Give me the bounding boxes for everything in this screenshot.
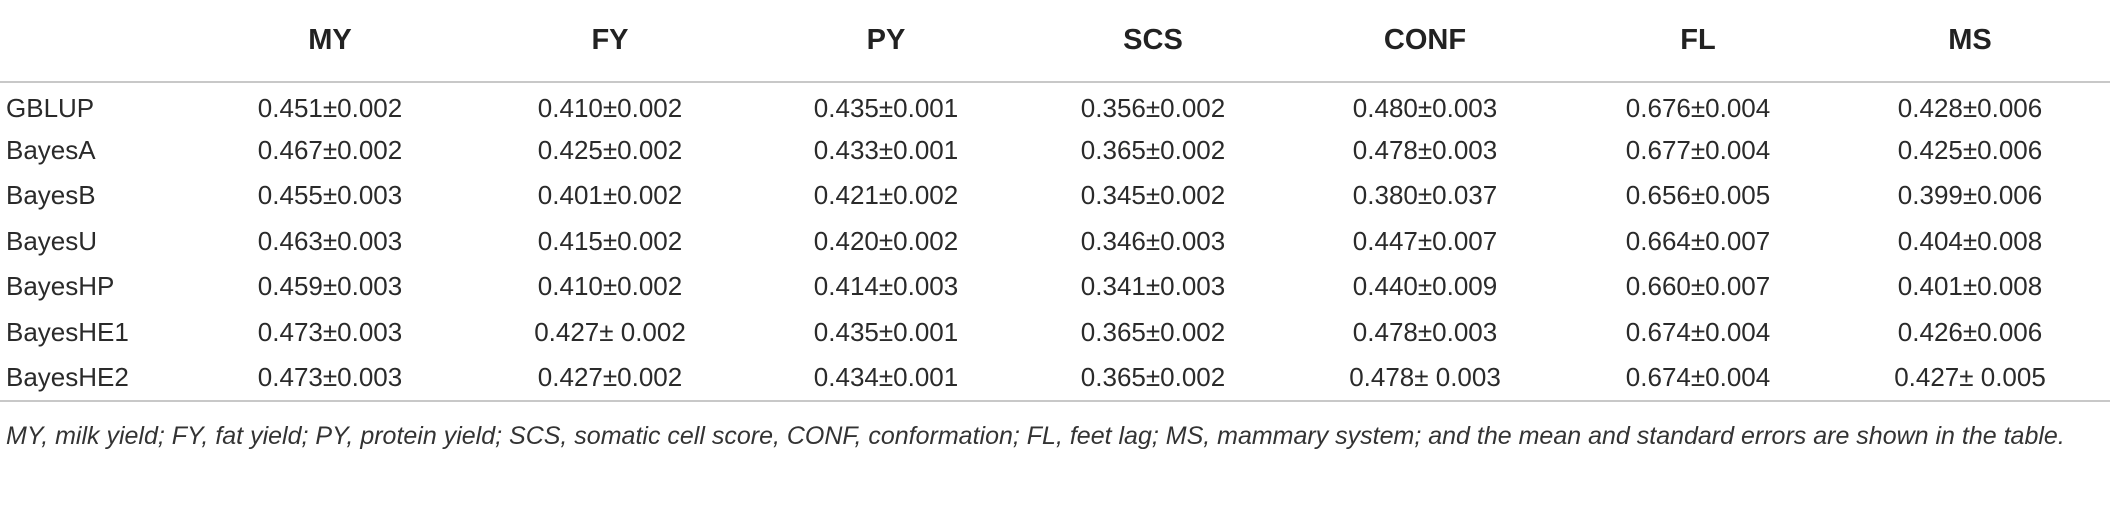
method-cell: BayesB xyxy=(6,180,96,211)
table-cell: 0.463±0.003 xyxy=(257,225,403,256)
table-cell: 0.664±0.007 xyxy=(1625,225,1771,256)
table-body: GBLUP 0.451±0.002 0.410±0.002 0.435±0.00… xyxy=(0,82,2110,402)
table-cell: 0.421±0.002 xyxy=(813,180,959,211)
method-cell: GBLUP xyxy=(6,92,95,123)
column-header-fl: FL xyxy=(1566,0,1830,83)
table-cell: 0.473±0.003 xyxy=(190,355,470,402)
table-cell: 0.341±0.003 xyxy=(1080,271,1226,302)
table-row: GBLUP 0.451±0.002 0.410±0.002 0.435±0.00… xyxy=(0,82,2110,128)
column-header-fy: FY xyxy=(470,0,750,83)
table-cell: 0.365±0.002 xyxy=(1080,316,1226,347)
table-row: BayesHE2 0.473±0.003 0.427±0.002 0.434±0… xyxy=(0,355,2110,402)
table-row: BayesB 0.455±0.003 0.401±0.002 0.421±0.0… xyxy=(0,173,2110,219)
table-cell: 0.410±0.002 xyxy=(537,271,683,302)
column-header-conf: CONF xyxy=(1284,0,1566,83)
table-cell: 0.427± 0.005 xyxy=(1830,355,2110,402)
table-cell: 0.404±0.008 xyxy=(1897,225,2043,256)
header-row: MY FY PY SCS CONF FL MS xyxy=(0,0,2110,83)
table-cell: 0.478±0.003 xyxy=(1352,134,1498,165)
table-cell: 0.420±0.002 xyxy=(813,225,959,256)
column-header-my: MY xyxy=(190,0,470,83)
table-cell: 0.480±0.003 xyxy=(1352,92,1498,123)
table-cell: 0.380±0.037 xyxy=(1352,180,1498,211)
table-cell: 0.356±0.002 xyxy=(1080,92,1226,123)
table-cell: 0.674±0.004 xyxy=(1625,316,1771,347)
table-cell: 0.451±0.002 xyxy=(257,92,403,123)
table-cell: 0.427±0.002 xyxy=(470,355,750,402)
table-cell: 0.455±0.003 xyxy=(257,180,403,211)
table-cell: 0.425±0.006 xyxy=(1897,134,2043,165)
table-cell: 0.435±0.001 xyxy=(813,316,959,347)
column-header-scs: SCS xyxy=(1022,0,1284,83)
table-cell: 0.346±0.003 xyxy=(1080,225,1226,256)
table-cell: 0.365±0.002 xyxy=(1080,134,1226,165)
table-cell: 0.399±0.006 xyxy=(1897,180,2043,211)
method-cell: BayesHE2 xyxy=(0,355,190,402)
results-table: MY FY PY SCS CONF FL MS GBLUP 0.451±0.00… xyxy=(0,0,2110,402)
table-cell: 0.435±0.001 xyxy=(813,92,959,123)
table-cell: 0.425±0.002 xyxy=(537,134,683,165)
table-cell: 0.433±0.001 xyxy=(813,134,959,165)
column-header-ms: MS xyxy=(1830,0,2110,83)
table-cell: 0.414±0.003 xyxy=(813,271,959,302)
table-cell: 0.478± 0.003 xyxy=(1284,355,1566,402)
table-cell: 0.660±0.007 xyxy=(1625,271,1771,302)
table-cell: 0.656±0.005 xyxy=(1625,180,1771,211)
table-cell: 0.365±0.002 xyxy=(1022,355,1284,402)
table-cell: 0.415±0.002 xyxy=(537,225,683,256)
table-cell: 0.440±0.009 xyxy=(1352,271,1498,302)
table-cell: 0.428±0.006 xyxy=(1897,92,2043,123)
table-cell: 0.401±0.008 xyxy=(1897,271,2043,302)
table-cell: 0.447±0.007 xyxy=(1352,225,1498,256)
method-cell: BayesA xyxy=(6,134,96,165)
table-cell: 0.473±0.003 xyxy=(257,316,403,347)
table-row: BayesHE1 0.473±0.003 0.427± 0.002 0.435±… xyxy=(0,310,2110,356)
method-cell: BayesU xyxy=(6,225,98,256)
table-cell: 0.434±0.001 xyxy=(750,355,1022,402)
column-header-py: PY xyxy=(750,0,1022,83)
method-cell: BayesHP xyxy=(6,271,115,302)
table-cell: 0.676±0.004 xyxy=(1625,92,1771,123)
table-cell: 0.401±0.002 xyxy=(537,180,683,211)
table-cell: 0.674±0.004 xyxy=(1566,355,1830,402)
table-cell: 0.459±0.003 xyxy=(257,271,403,302)
method-cell: BayesHE1 xyxy=(6,316,129,347)
table-cell: 0.427± 0.002 xyxy=(534,316,686,347)
table-cell: 0.345±0.002 xyxy=(1080,180,1226,211)
column-header-method xyxy=(0,0,190,83)
table-cell: 0.426±0.006 xyxy=(1897,316,2043,347)
table-header: MY FY PY SCS CONF FL MS xyxy=(0,0,2110,83)
table-cell: 0.410±0.002 xyxy=(537,92,683,123)
table-cell: 0.467±0.002 xyxy=(257,134,403,165)
table-footnote: MY, milk yield; FY, fat yield; PY, prote… xyxy=(6,422,2065,450)
table-cell: 0.478±0.003 xyxy=(1352,316,1498,347)
table-row: BayesA 0.467±0.002 0.425±0.002 0.433±0.0… xyxy=(0,128,2110,174)
table-cell: 0.677±0.004 xyxy=(1625,134,1771,165)
table-row: BayesU 0.463±0.003 0.415±0.002 0.420±0.0… xyxy=(0,219,2110,265)
table-row: BayesHP 0.459±0.003 0.410±0.002 0.414±0.… xyxy=(0,264,2110,310)
